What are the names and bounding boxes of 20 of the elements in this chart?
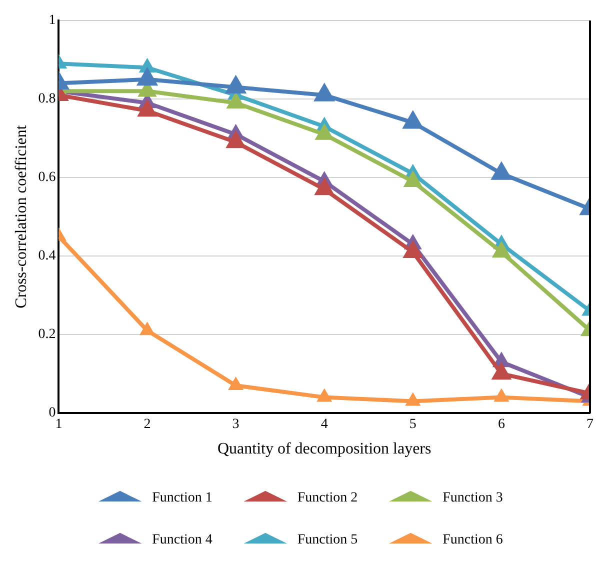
x-tick-label: 5 bbox=[409, 417, 416, 432]
legend-label: Function 5 bbox=[297, 532, 358, 548]
legend-label: Function 2 bbox=[297, 490, 358, 506]
y-tick-label: 0.8 bbox=[38, 92, 56, 107]
x-tick-label: 7 bbox=[586, 417, 594, 432]
legend-label: Function 3 bbox=[442, 490, 503, 506]
y-tick-label: 1 bbox=[48, 13, 56, 28]
y-tick-label: 0.2 bbox=[38, 327, 56, 342]
x-axis-title: Quantity of decomposition layers bbox=[217, 440, 432, 458]
y-tick-label: 0.4 bbox=[38, 248, 56, 264]
y-tick-label: 0 bbox=[48, 406, 56, 421]
x-tick-label: 3 bbox=[232, 417, 240, 432]
y-tick-label: 0.6 bbox=[38, 170, 56, 186]
y-axis-title: Cross-correlation coefficient bbox=[12, 124, 30, 308]
legend-label: Function 1 bbox=[152, 490, 212, 506]
x-tick-label: 2 bbox=[144, 417, 151, 432]
legend-label: Function 4 bbox=[152, 532, 212, 548]
x-tick-label: 6 bbox=[498, 417, 505, 432]
x-tick-label: 4 bbox=[320, 417, 328, 432]
legend-label: Function 6 bbox=[442, 532, 503, 548]
